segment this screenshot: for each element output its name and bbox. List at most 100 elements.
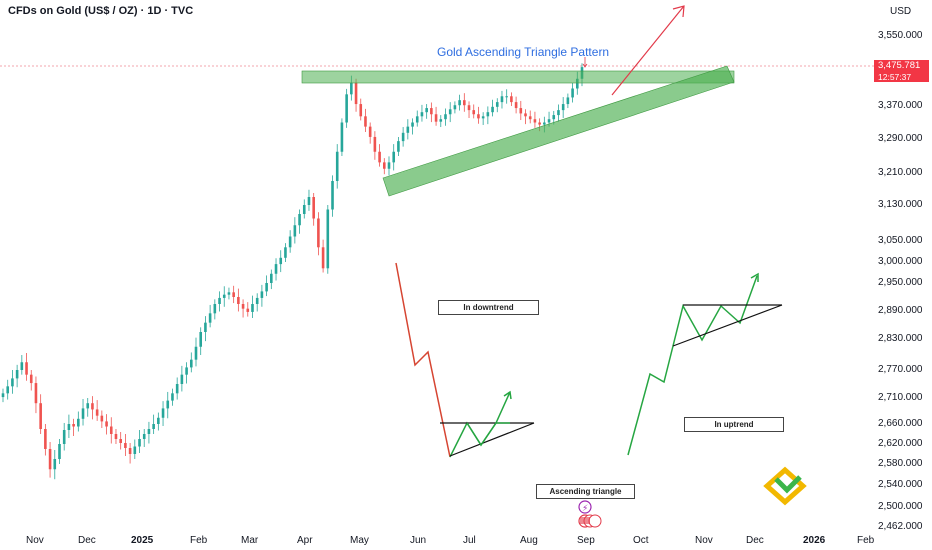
price-tick-label: 3,290.000 <box>878 133 923 144</box>
candle-body <box>378 151 381 163</box>
candle-body <box>39 403 42 429</box>
candle-body <box>114 434 118 439</box>
currency-label[interactable]: USD <box>890 6 912 17</box>
candle-body <box>58 444 61 459</box>
price-tick-label: 3,370.000 <box>878 100 923 111</box>
candle-body <box>420 112 424 117</box>
candle-body <box>241 304 245 309</box>
time-tick-label: May <box>350 535 369 546</box>
candle-body <box>147 429 151 434</box>
candle-body <box>81 408 85 419</box>
candle-body <box>171 393 174 401</box>
candle-body <box>180 374 184 384</box>
candle-body <box>152 424 155 429</box>
candle-body <box>524 113 527 117</box>
price-tick-label: 3,050.000 <box>878 235 923 246</box>
candle-body <box>86 403 90 409</box>
time-tick-label: Apr <box>297 535 313 546</box>
downtrend-support-line <box>449 422 535 457</box>
candle-body <box>552 115 556 120</box>
time-tick-label: Nov <box>26 535 44 546</box>
candle-body <box>218 297 221 304</box>
candle-body <box>528 116 532 120</box>
candle-body <box>222 294 226 298</box>
candle-body <box>566 97 570 105</box>
candle-body <box>251 304 254 312</box>
candle-body <box>543 122 546 125</box>
candle-body <box>453 105 457 110</box>
candle-body <box>255 297 259 304</box>
price-tick-label: 2,580.000 <box>878 458 923 469</box>
candle-body <box>382 162 386 169</box>
candle-body <box>415 116 419 123</box>
downtrend-zigzag <box>466 422 510 447</box>
time-tick-label: Jun <box>410 535 427 546</box>
price-tick-label: 3,000.000 <box>878 256 923 267</box>
candle-body <box>142 434 146 439</box>
candle-body <box>284 247 287 258</box>
price-tick-label: 2,770.000 <box>878 364 923 375</box>
candle-body <box>302 205 306 214</box>
candle-body <box>29 374 33 384</box>
time-tick-label: Feb <box>190 535 208 546</box>
price-tick-label: 2,950.000 <box>878 277 923 288</box>
candle-body <box>20 362 24 370</box>
candle-body <box>401 132 405 142</box>
price-tick-label: 3,550.000 <box>878 30 923 41</box>
candle-body <box>533 119 537 123</box>
candle-body <box>510 96 513 103</box>
time-tick-label: Dec <box>78 535 96 546</box>
candle-body <box>430 108 433 115</box>
logo-icon <box>763 466 807 506</box>
time-tick-label: 2026 <box>803 535 826 546</box>
candle-body <box>161 408 165 418</box>
candle-body <box>448 109 452 115</box>
candle-body <box>519 108 523 114</box>
pattern-title: Gold Ascending Triangle Pattern <box>437 45 610 59</box>
pointer-head <box>582 63 588 68</box>
candle-body <box>472 110 476 115</box>
candle-body <box>458 100 461 106</box>
candle-body <box>406 126 410 133</box>
breakout-arrow <box>611 5 685 96</box>
candle-body <box>77 418 80 427</box>
flash-event-icon[interactable] <box>578 500 592 514</box>
candle-body <box>48 449 52 470</box>
candle-body <box>44 429 47 449</box>
time-tick-label: Sep <box>577 535 595 546</box>
downtrend-breakout-path <box>449 391 511 458</box>
candle-body <box>265 283 268 292</box>
candle-body <box>194 346 198 360</box>
candlestick-series <box>1 63 584 480</box>
candle-body <box>481 116 485 119</box>
candle-body <box>312 197 315 219</box>
candle-body <box>444 114 447 120</box>
candle-body <box>124 443 127 448</box>
candle-body <box>354 82 358 105</box>
time-tick-label: Oct <box>633 535 649 546</box>
candle-body <box>157 417 160 424</box>
price-tick-label: 3,130.000 <box>878 199 923 210</box>
candle-body <box>397 141 400 152</box>
time-tick-label: Jul <box>463 535 476 546</box>
candle-body <box>425 108 428 113</box>
candle-body <box>467 105 471 111</box>
candle-body <box>232 292 235 297</box>
candle-body <box>491 106 494 113</box>
candle-body <box>109 426 113 434</box>
candle-body <box>538 122 541 125</box>
candle-body <box>293 225 297 237</box>
candle-body <box>505 96 508 98</box>
candle-body <box>34 383 38 404</box>
candle-body <box>227 292 231 295</box>
candle-body <box>213 304 217 314</box>
price-tick-label: 2,620.000 <box>878 438 923 449</box>
candle-body <box>11 378 14 387</box>
price-tick-label: 2,462.000 <box>878 521 923 532</box>
candle-body <box>175 384 179 394</box>
triangle-label: Ascending triangle <box>536 484 635 499</box>
candle-body <box>105 421 108 427</box>
symbol-title[interactable]: CFDs on Gold (US$ / OZ) · 1D · TVC <box>8 5 194 17</box>
candle-body <box>204 322 207 332</box>
candle-body <box>1 393 5 398</box>
